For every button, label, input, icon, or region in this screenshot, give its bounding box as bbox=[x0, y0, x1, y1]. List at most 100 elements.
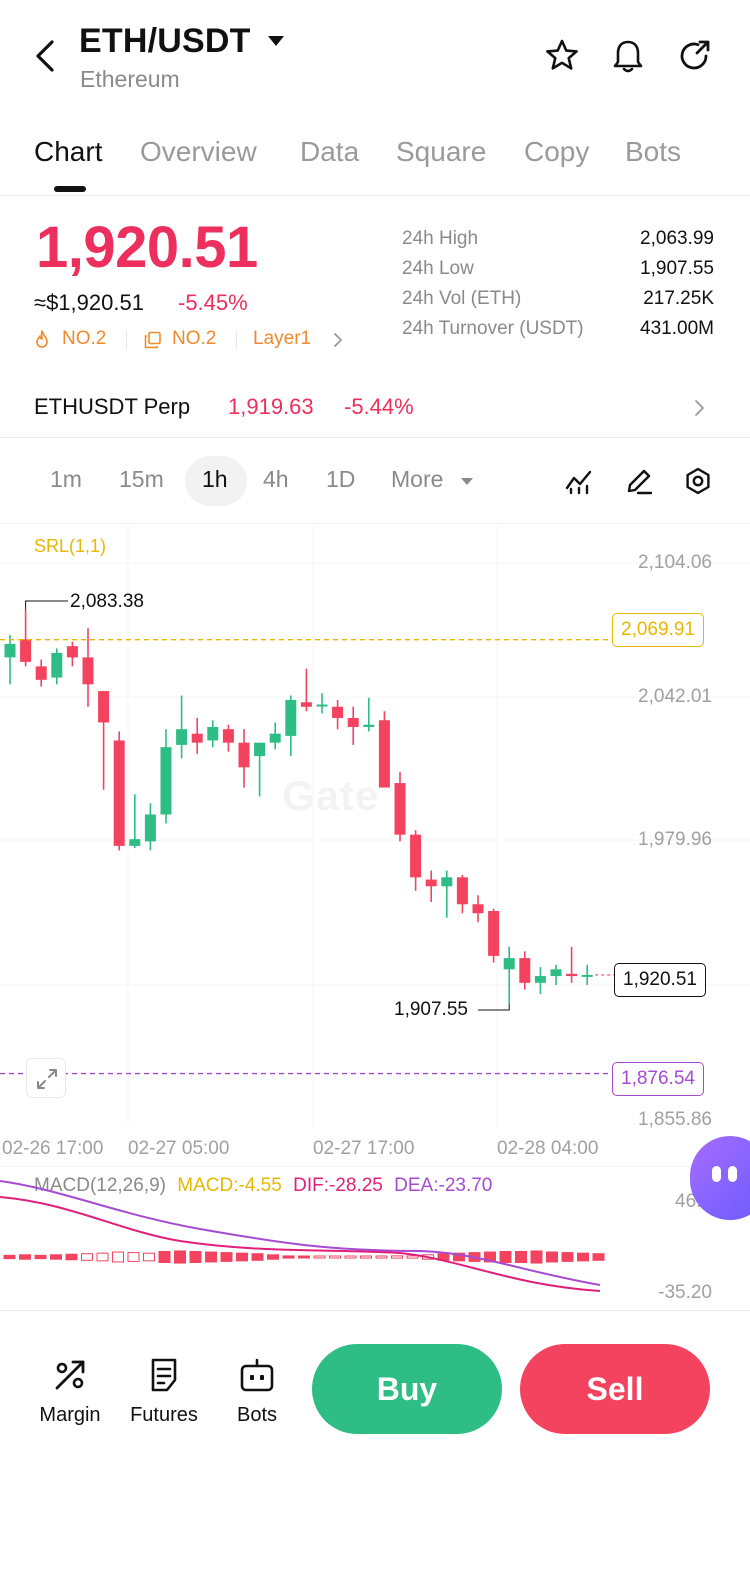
timeframe-1m[interactable]: 1m bbox=[50, 466, 82, 492]
tab-chart[interactable]: Chart bbox=[34, 136, 103, 167]
price-change: -5.45% bbox=[178, 290, 248, 315]
bots-button[interactable]: Bots bbox=[212, 1356, 302, 1427]
chevron-right-icon[interactable] bbox=[690, 396, 710, 420]
macd-histogram-bar bbox=[282, 1255, 295, 1259]
candlestick-canvas bbox=[0, 526, 750, 1126]
draw-pencil-icon[interactable] bbox=[624, 466, 654, 496]
timeframe-1h[interactable]: 1h bbox=[202, 466, 228, 492]
macd-histogram-bar bbox=[577, 1252, 589, 1262]
pair-title[interactable]: ETH/USDT bbox=[79, 22, 251, 60]
stat-label: 24h Vol (ETH) bbox=[402, 288, 522, 309]
macd-histogram-bar bbox=[329, 1255, 341, 1259]
candle-body bbox=[98, 691, 110, 723]
more-caret-icon[interactable] bbox=[461, 478, 473, 485]
candle-body bbox=[144, 814, 156, 842]
candle-body bbox=[488, 910, 500, 956]
candle-body bbox=[285, 700, 297, 736]
timeframe-more[interactable]: More bbox=[391, 466, 444, 492]
timeframe-15m[interactable]: 15m bbox=[119, 466, 164, 492]
macd-histogram-bar bbox=[251, 1253, 264, 1261]
x-axis-label: 02-27 05:00 bbox=[128, 1138, 230, 1159]
candle-body bbox=[332, 706, 344, 718]
buy-button[interactable]: Buy bbox=[312, 1344, 502, 1434]
macd-histogram-bar bbox=[453, 1252, 465, 1262]
price-chart[interactable]: SRL(1,1) Gate 2,104.06 2,042.01 1,979.96… bbox=[0, 526, 750, 1166]
macd-y-bottom: -35.20 bbox=[658, 1282, 712, 1303]
bottom-action-bar: Margin Futures Bots Buy Sell bbox=[0, 1312, 750, 1580]
macd-histogram-bar bbox=[205, 1251, 217, 1263]
category-tag-layer1[interactable]: Layer1 bbox=[253, 328, 312, 349]
stat-value: 217.25K bbox=[643, 288, 714, 309]
macd-histogram-bar bbox=[484, 1251, 496, 1263]
tab-copy[interactable]: Copy bbox=[524, 136, 590, 167]
macd-histogram-bar bbox=[50, 1254, 62, 1260]
perp-row[interactable]: ETHUSDT Perp 1,919.63 -5.44% bbox=[0, 382, 750, 438]
macd-histogram-bar bbox=[406, 1255, 419, 1259]
high-marker-leader bbox=[25, 600, 68, 610]
macd-histogram-bar bbox=[34, 1254, 47, 1260]
stat-value: 2,063.99 bbox=[640, 228, 714, 249]
macd-histogram-bar bbox=[158, 1251, 171, 1263]
timeframe-1d[interactable]: 1D bbox=[326, 466, 356, 492]
srl-lower-price-tag: 1,876.54 bbox=[612, 1062, 704, 1096]
stat-row-low: 24h Low 1,907.55 bbox=[402, 256, 714, 286]
back-icon[interactable] bbox=[30, 36, 60, 76]
srl-indicator-label: SRL(1,1) bbox=[34, 536, 107, 556]
macd-histogram-bar bbox=[360, 1255, 372, 1259]
candle-body bbox=[191, 733, 203, 743]
candle-body bbox=[410, 834, 422, 878]
timeframe-selected-pill bbox=[185, 456, 247, 506]
margin-icon bbox=[55, 1360, 85, 1390]
margin-button[interactable]: Margin bbox=[25, 1356, 115, 1427]
macd-histogram-bar bbox=[143, 1252, 155, 1262]
margin-label: Margin bbox=[39, 1404, 101, 1426]
macd-histogram-bar bbox=[127, 1252, 140, 1262]
x-axis-label: 02-26 17:00 bbox=[2, 1138, 104, 1159]
perp-name: ETHUSDT Perp bbox=[34, 394, 191, 419]
dea-value: DEA:-23.70 bbox=[394, 1175, 493, 1196]
macd-value: MACD:-4.55 bbox=[177, 1175, 282, 1196]
candle-body bbox=[472, 904, 484, 914]
settings-icon[interactable] bbox=[683, 466, 713, 496]
copy-icon bbox=[144, 331, 161, 349]
star-icon[interactable] bbox=[544, 38, 580, 74]
tab-bots[interactable]: Bots bbox=[625, 136, 682, 167]
candle-body bbox=[394, 783, 406, 835]
chevron-right-icon[interactable] bbox=[332, 331, 344, 349]
macd-histogram-bar bbox=[267, 1254, 279, 1260]
tab-square[interactable]: Square bbox=[396, 136, 487, 167]
candle-body bbox=[254, 742, 266, 757]
macd-histogram-bar bbox=[3, 1254, 16, 1260]
bot-eye-icon bbox=[712, 1166, 721, 1182]
stat-label: 24h Turnover (USDT) bbox=[402, 318, 584, 339]
assistant-bot-button[interactable] bbox=[690, 1136, 750, 1220]
candle-body bbox=[441, 877, 453, 887]
perp-change: -5.44% bbox=[344, 394, 414, 419]
y-axis-label: 1,979.96 bbox=[638, 829, 712, 850]
futures-label: Futures bbox=[130, 1404, 198, 1426]
timeframe-4h[interactable]: 4h bbox=[263, 466, 289, 492]
bell-icon[interactable] bbox=[610, 38, 646, 74]
candle-body bbox=[238, 742, 250, 768]
sell-button[interactable]: Sell bbox=[520, 1344, 710, 1434]
candle-body bbox=[176, 729, 188, 745]
candle-body bbox=[534, 976, 546, 983]
macd-histogram-bar bbox=[298, 1255, 310, 1259]
indicator-icon[interactable] bbox=[564, 466, 594, 496]
candle-body bbox=[378, 720, 390, 788]
rank-tag-copy[interactable]: NO.2 bbox=[172, 328, 217, 349]
pair-dropdown-icon[interactable] bbox=[268, 36, 284, 46]
tag-divider bbox=[236, 331, 237, 349]
last-price: 1,920.51 bbox=[36, 215, 258, 280]
stat-value: 1,907.55 bbox=[640, 258, 714, 279]
futures-button[interactable]: Futures bbox=[119, 1356, 209, 1427]
share-icon[interactable] bbox=[676, 38, 712, 74]
expand-chart-button[interactable] bbox=[26, 1058, 66, 1098]
y-axis-label: 2,104.06 bbox=[638, 552, 712, 573]
stats-panel: 24h High 2,063.99 24h Low 1,907.55 24h V… bbox=[402, 226, 714, 346]
rank-tag-hot[interactable]: NO.2 bbox=[62, 328, 107, 349]
tab-overview[interactable]: Overview bbox=[140, 136, 257, 167]
tab-data[interactable]: Data bbox=[300, 136, 360, 167]
candle-body bbox=[456, 877, 468, 905]
macd-panel[interactable]: MACD(12,26,9) MACD:-4.55 DIF:-28.25 DEA:… bbox=[0, 1166, 750, 1311]
